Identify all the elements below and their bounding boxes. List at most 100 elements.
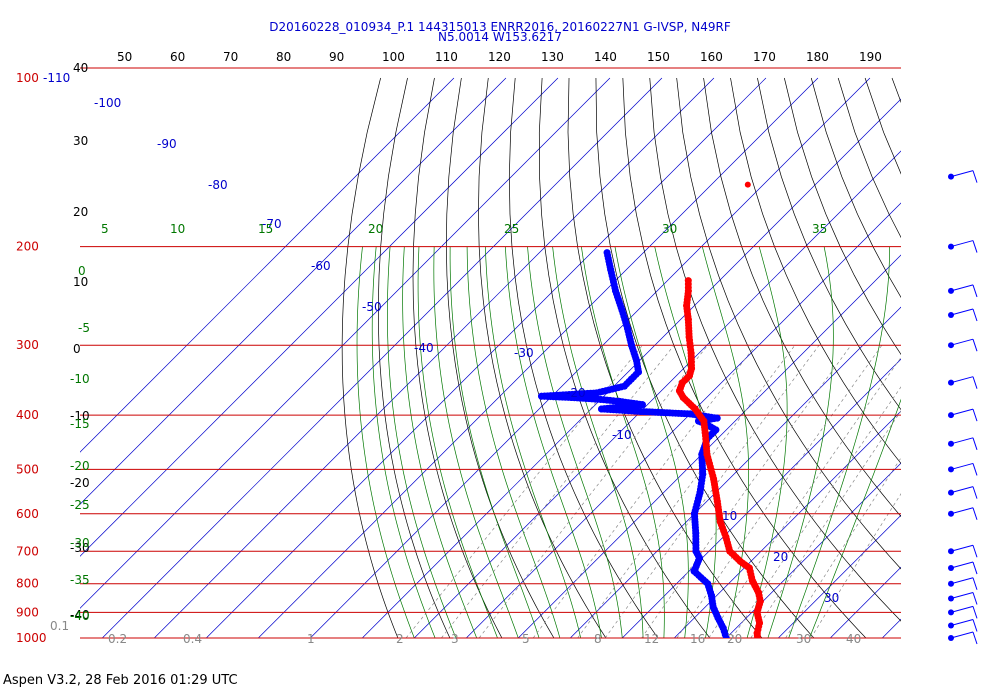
grid-lines xyxy=(80,77,1000,638)
dry-adiabat-line xyxy=(478,77,607,638)
moist-adiabat-label: 5 xyxy=(101,222,109,236)
top-temp-label: 90 xyxy=(329,50,344,64)
dry-adiabat-line xyxy=(730,77,901,465)
temperature-point xyxy=(753,634,761,638)
chart-title-line1: D20160228_010934_P.1 144315013 ENRR2016,… xyxy=(269,20,731,34)
moist-adiabat-line xyxy=(466,246,561,638)
wind-barb-staff xyxy=(950,408,974,416)
wind-barb-flag xyxy=(972,463,978,476)
isotherm-label: -80 xyxy=(208,178,228,192)
wind-barb-staff xyxy=(950,376,974,384)
mixing-ratio-label: 20 xyxy=(727,632,742,646)
mixing-ratio-label: 5 xyxy=(522,632,530,646)
sounding-profiles xyxy=(538,181,764,638)
dry-adiabat-line xyxy=(567,77,763,638)
moist-adiabat-line xyxy=(387,246,457,638)
wind-barb-staff xyxy=(950,170,974,178)
isotherm-line xyxy=(258,77,819,638)
moist-adiabat-line xyxy=(809,398,901,638)
left-green-label: 0 xyxy=(78,264,86,278)
dry-adiabat-line xyxy=(946,78,1000,638)
left-green-label: -30 xyxy=(70,536,90,550)
isotherm-label: 10 xyxy=(722,509,737,523)
top-temp-label: 70 xyxy=(223,50,238,64)
mixing-ratio-label: 0.4 xyxy=(183,632,202,646)
dry-adiabat-line xyxy=(508,77,659,638)
isotherm-label: 20 xyxy=(773,550,788,564)
mixing-ratio-line xyxy=(478,344,709,638)
wind-barb-staff xyxy=(950,631,974,639)
mixing-ratio-label: 3 xyxy=(451,632,459,646)
mixing-ratio-label: 12 xyxy=(644,632,659,646)
mixing-ratio-line xyxy=(577,344,796,638)
height-label: -30 xyxy=(70,541,90,555)
moist-adiabat-label: 35 xyxy=(812,222,827,236)
isotherm-label: -60 xyxy=(311,259,331,273)
pressure-label: 400 xyxy=(16,408,39,422)
dry-adiabat-line xyxy=(891,77,901,104)
isotherm-label: -40 xyxy=(414,341,434,355)
wind-barb-staff xyxy=(950,577,974,585)
dry-adiabat-line xyxy=(919,78,1000,638)
chart-title-line2: N5.0014 W153.6217 xyxy=(438,30,562,44)
wind-barb-flag xyxy=(972,408,978,422)
moist-adiabat-label: 10 xyxy=(170,222,185,236)
mixing-ratio-label: 40 xyxy=(846,632,861,646)
left-green-label: -35 xyxy=(70,573,90,587)
isotherm-label: -90 xyxy=(157,137,177,151)
wind-barb-staff xyxy=(950,591,974,599)
left-green-label: -20 xyxy=(70,459,90,473)
dry-adiabat-line xyxy=(810,77,901,299)
mixing-ratio-label: 0.1 xyxy=(50,619,69,633)
footer-text: Aspen V3.2, 28 Feb 2016 01:29 UTC xyxy=(3,673,238,688)
mixing-ratio-line xyxy=(405,344,643,638)
wind-barb-flag xyxy=(972,507,978,520)
moist-adiabat-label: 25 xyxy=(504,222,519,236)
wind-barb-flag xyxy=(972,486,978,499)
wind-barb-staff xyxy=(950,240,974,248)
top-temp-label: 130 xyxy=(541,50,564,64)
mixing-ratio-label: 0.2 xyxy=(108,632,127,646)
pressure-label: 100 xyxy=(16,71,39,85)
isotherm-line xyxy=(80,77,507,505)
wind-barb-staff xyxy=(950,605,974,613)
height-label: 20 xyxy=(73,205,88,219)
left-green-label: -25 xyxy=(70,498,90,512)
isotherm-line xyxy=(102,77,663,638)
isotherm-line xyxy=(80,77,559,557)
isotherm-label: -50 xyxy=(362,300,382,314)
wind-barb-staff xyxy=(950,308,974,316)
dry-adiabat-line xyxy=(649,77,901,622)
pressure-label: 600 xyxy=(16,507,39,521)
top-scale-label: -110 xyxy=(43,71,70,85)
wind-barb-flag xyxy=(972,561,978,575)
top-temp-label: 60 xyxy=(170,50,185,64)
moist-adiabat-line xyxy=(504,246,602,638)
pressure-label: 700 xyxy=(16,544,39,558)
isotherm-line xyxy=(934,78,1000,638)
wind-barb-flag xyxy=(972,240,978,253)
dry-adiabat-line xyxy=(341,77,399,638)
mixing-ratio-line xyxy=(785,457,901,638)
mixing-ratio-label: 16 xyxy=(690,632,705,646)
left-green-label: -10 xyxy=(70,372,90,386)
isotherm-label: -100 xyxy=(94,96,121,110)
isolated-temperature-point xyxy=(744,181,751,188)
height-label: 30 xyxy=(73,134,88,148)
top-temp-label: 190 xyxy=(859,50,882,64)
top-temp-label: 100 xyxy=(382,50,405,64)
pressure-label: 200 xyxy=(16,240,39,254)
wind-barb-staff xyxy=(950,462,974,470)
mixing-ratio-line xyxy=(441,344,675,638)
mixing-ratio-line xyxy=(532,344,756,638)
top-temp-label: 50 xyxy=(117,50,132,64)
height-label: 10 xyxy=(73,275,88,289)
moist-adiabat-line xyxy=(485,246,582,638)
dry-adiabat-line xyxy=(676,77,901,570)
dry-adiabat-line xyxy=(757,77,901,411)
moist-adiabat-label: 20 xyxy=(368,222,383,236)
height-label: -40 xyxy=(70,608,90,622)
isotherm-line xyxy=(80,77,611,609)
